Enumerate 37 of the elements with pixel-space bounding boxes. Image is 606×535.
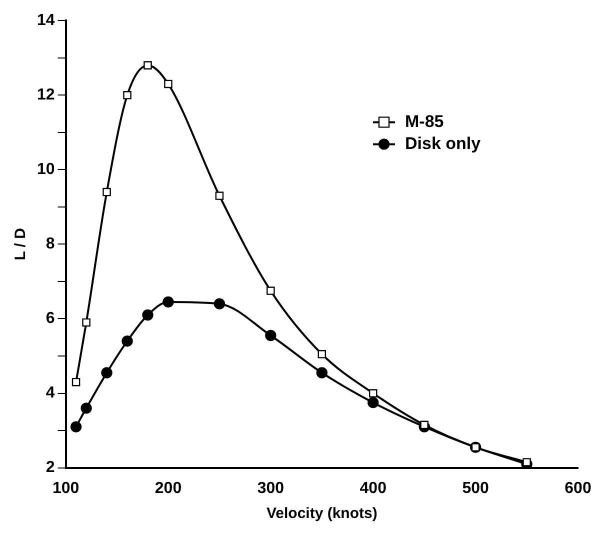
point bbox=[316, 367, 328, 378]
x-tick-label: 500 bbox=[462, 480, 490, 497]
x-tick-label: 100 bbox=[52, 480, 80, 497]
y-tick-label: 8 bbox=[46, 236, 55, 253]
point bbox=[80, 402, 92, 414]
point bbox=[214, 298, 226, 310]
y-tick-label: 2 bbox=[46, 459, 55, 476]
point bbox=[265, 330, 276, 342]
y-axis-title: L / D bbox=[12, 228, 30, 260]
point bbox=[318, 350, 326, 358]
x-tick-label: 200 bbox=[154, 480, 182, 497]
legend-label: Disk only bbox=[405, 134, 482, 153]
point bbox=[162, 296, 174, 308]
y-tick-label: 14 bbox=[37, 12, 55, 30]
point bbox=[368, 396, 379, 408]
point bbox=[70, 421, 82, 432]
y-tick-label: 12 bbox=[37, 86, 55, 104]
point bbox=[122, 335, 133, 347]
point bbox=[72, 378, 80, 386]
point bbox=[266, 286, 275, 295]
y-tick-label: 10 bbox=[37, 161, 55, 178]
y-tick-label: 4 bbox=[46, 384, 55, 402]
point bbox=[142, 309, 154, 321]
y-tick-label: 6 bbox=[46, 310, 55, 328]
point bbox=[215, 192, 224, 200]
point bbox=[82, 318, 90, 327]
point bbox=[368, 389, 378, 398]
point bbox=[164, 80, 172, 88]
x-tick-label: 300 bbox=[257, 480, 284, 497]
point bbox=[101, 367, 112, 378]
x-tick-label: 600 bbox=[564, 480, 592, 497]
point bbox=[123, 91, 132, 100]
point bbox=[102, 188, 111, 196]
x-axis-title: Velocity (knots) bbox=[266, 505, 378, 522]
legend-label: M-85 bbox=[405, 112, 444, 131]
x-tick-label: 400 bbox=[360, 480, 387, 497]
point bbox=[144, 61, 152, 70]
